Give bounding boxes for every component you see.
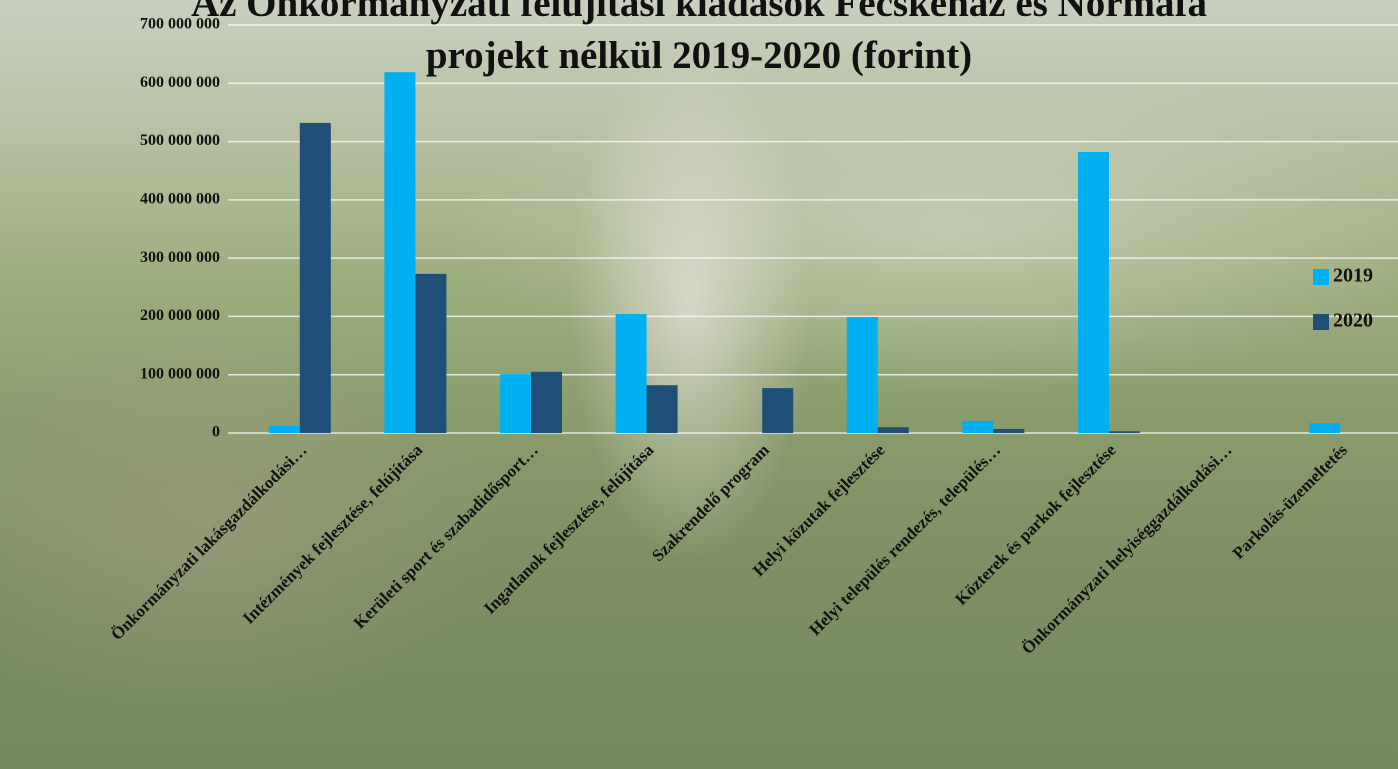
y-tick-label: 400 000 000	[140, 191, 220, 208]
legend-swatch	[1313, 269, 1329, 285]
y-tick-label: 300 000 000	[140, 249, 220, 266]
bar	[415, 273, 447, 433]
bar	[1078, 152, 1109, 433]
x-tick-label: Szakrendelő program	[648, 440, 773, 565]
bar	[299, 122, 331, 434]
legend-label: 2020	[1333, 310, 1373, 332]
x-tick-label: Kerületi sport és szabadidősport…	[350, 440, 542, 632]
bar	[846, 317, 878, 433]
x-tick-label: Parkolás-üzemeltetés	[1229, 440, 1352, 563]
y-tick-label: 100 000 000	[140, 365, 220, 382]
y-tick-label: 200 000 000	[140, 307, 220, 324]
chart-title: Az Önkormányzati felújítási kiadások Fec…	[190, 0, 1208, 77]
x-tick-label: Önkormányzati helyiséggazdálkodási…	[1018, 440, 1235, 657]
x-tick-label: Helyi település rendezés, település…	[805, 440, 1004, 639]
y-tick-label: 0	[212, 424, 220, 441]
y-tick-label: 500 000 000	[140, 132, 220, 149]
bar	[877, 427, 909, 433]
y-tick-label: 600 000 000	[140, 74, 220, 91]
bar	[993, 428, 1025, 433]
bar	[962, 420, 994, 433]
bar	[615, 314, 647, 433]
legend-label: 2019	[1333, 265, 1373, 287]
x-tick-label: Helyi közutak fejlesztése	[749, 440, 889, 580]
bar	[384, 72, 416, 433]
bar	[646, 385, 678, 433]
bar	[762, 388, 794, 433]
bar	[1309, 423, 1341, 433]
y-tick-label: 700 000 000	[140, 16, 220, 33]
legend-swatch	[1313, 314, 1329, 330]
x-tick-label: Intézmények fejlesztése, felújítása	[239, 440, 427, 628]
bar	[268, 426, 300, 433]
x-tick-label: Önkormányzati lakásgazdálkodási…	[107, 440, 310, 643]
bar	[1109, 431, 1140, 433]
bar	[531, 371, 562, 433]
bar	[500, 374, 531, 433]
